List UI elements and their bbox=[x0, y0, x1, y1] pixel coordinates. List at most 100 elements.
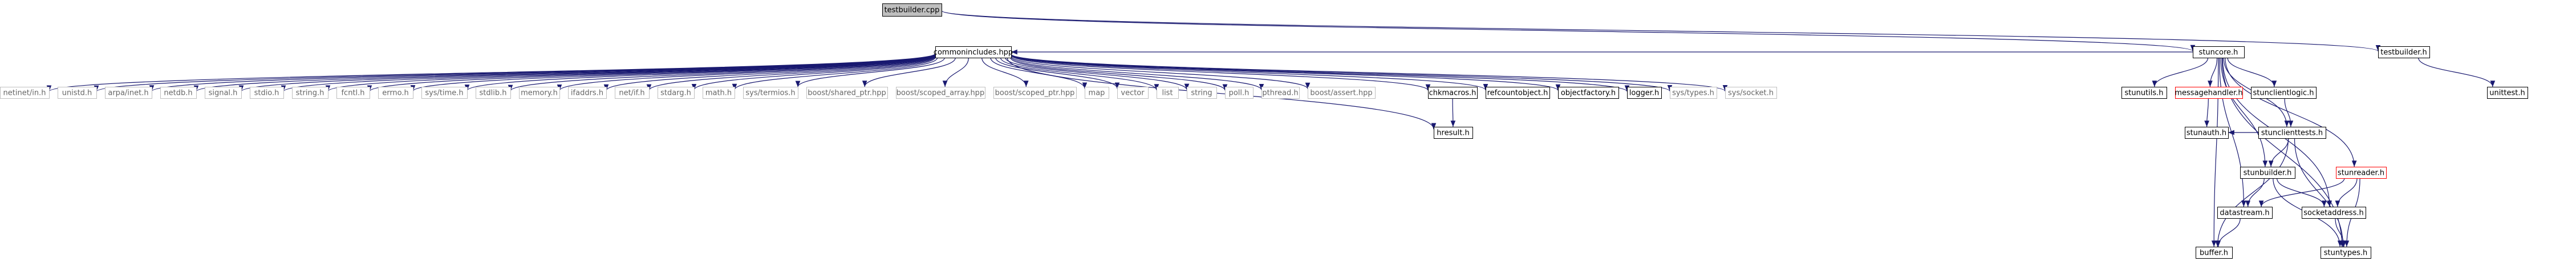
dependency-edges bbox=[47, 10, 2496, 247]
node-socketaddress-h[interactable]: socketaddress.h bbox=[2302, 207, 2366, 219]
node-label: math.h bbox=[705, 89, 732, 98]
node-box bbox=[1434, 127, 1473, 139]
node-label: objectfactory.h bbox=[1561, 89, 1616, 98]
node-label: stdio.h bbox=[254, 89, 279, 98]
edge-commonincludes_hpp-to-map bbox=[990, 57, 1088, 89]
node-commonincludes-hpp[interactable]: commonincludes.hpp bbox=[934, 46, 1013, 58]
edge-stuncore_h-to-stunutils_h bbox=[2152, 57, 2209, 87]
node-box bbox=[421, 87, 468, 99]
edge-stunclientlogic_h-to-stunclienttests_h bbox=[2284, 98, 2294, 127]
node-list: list bbox=[1157, 87, 1179, 99]
node-stunclienttests-h[interactable]: stunclienttests.h bbox=[2258, 127, 2326, 139]
edge-commonincludes_hpp-to-net_if_h bbox=[646, 56, 936, 91]
node-box bbox=[1157, 87, 1179, 99]
node-string: string bbox=[1187, 87, 1217, 99]
edge-commonincludes_hpp-to-stdio_h bbox=[281, 54, 936, 92]
node-sys-types-h: sys/types.h bbox=[1670, 87, 1717, 99]
node-box bbox=[2378, 46, 2430, 58]
node-label: poll.h bbox=[1229, 89, 1250, 98]
node-box bbox=[896, 87, 985, 99]
node-objectfactory-h[interactable]: objectfactory.h bbox=[1558, 87, 1619, 99]
node-pthread-h: pthread.h bbox=[1261, 87, 1300, 99]
node-box bbox=[882, 3, 942, 17]
node-stuntypes-h[interactable]: stuntypes.h bbox=[2321, 247, 2371, 259]
node-testbuilder-h[interactable]: testbuilder.h bbox=[2378, 46, 2430, 58]
node-string-h: string.h bbox=[292, 87, 328, 99]
node-arpa-inet-h: arpa/inet.h bbox=[105, 87, 152, 99]
node-box bbox=[1486, 87, 1550, 99]
node-boost-scoped-ptr: boost/scoped_ptr.hpp bbox=[993, 87, 1077, 99]
node-box bbox=[1225, 87, 1253, 99]
node-stdlib-h: stdlib.h bbox=[476, 87, 511, 99]
edge-commonincludes_hpp-to-refcountobject_h bbox=[1011, 54, 1488, 91]
edge-commonincludes_hpp-to-errno_h bbox=[410, 54, 936, 92]
node-label: stuncore.h bbox=[2199, 49, 2238, 57]
edge-commonincludes_hpp-to-list bbox=[1000, 57, 1159, 91]
node-stunreader-h[interactable]: stunreader.h bbox=[2336, 167, 2387, 179]
edge-stuncore_h-to-stunreader_h bbox=[2225, 57, 2357, 167]
node-box bbox=[2336, 167, 2387, 179]
node-label: netdb.h bbox=[164, 89, 192, 98]
node-sys-socket-h: sys/socket.h bbox=[1725, 87, 1777, 99]
node-unistd-h: unistd.h bbox=[58, 87, 97, 99]
edge-stuncore_h-to-messagehandler_h bbox=[2208, 57, 2218, 87]
node-label: chkmacros.h bbox=[1429, 89, 1476, 98]
node-label: socketaddress.h bbox=[2303, 209, 2363, 218]
edge-commonincludes_hpp-to-ifaddrs_h bbox=[603, 55, 936, 91]
edge-stunreader_h-to-socketaddress_h bbox=[2335, 178, 2358, 207]
edge-commonincludes_hpp-to-chkmacros_h bbox=[1011, 55, 1431, 91]
node-netdb-h: netdb.h bbox=[160, 87, 197, 99]
node-messagehandler-h[interactable]: messagehandler.h bbox=[2175, 87, 2243, 99]
node-stunclientlogic-h[interactable]: stunclientlogic.h bbox=[2251, 87, 2317, 99]
node-label: stunreader.h bbox=[2338, 169, 2384, 178]
node-buffer-h[interactable]: buffer.h bbox=[2196, 247, 2233, 259]
node-stunbuilder-h[interactable]: stunbuilder.h bbox=[2240, 167, 2295, 179]
node-map: map bbox=[1085, 87, 1109, 99]
node-sys-termios-h: sys/termios.h bbox=[743, 87, 798, 99]
node-hresult-h[interactable]: hresult.h bbox=[1434, 127, 1473, 139]
edge-commonincludes_hpp-to-string bbox=[1005, 57, 1190, 90]
node-box bbox=[993, 87, 1077, 99]
node-box bbox=[58, 87, 97, 99]
node-ifaddrs-h: ifaddrs.h bbox=[568, 87, 607, 99]
node-logger-h[interactable]: logger.h bbox=[1627, 87, 1662, 99]
edge-commonincludes_hpp-to-boost_scoped_array bbox=[942, 57, 969, 87]
node-label: stunauth.h bbox=[2186, 129, 2226, 138]
node-stunauth-h[interactable]: stunauth.h bbox=[2185, 127, 2229, 139]
node-box bbox=[0, 87, 50, 99]
node-box bbox=[1308, 87, 1376, 99]
edge-commonincludes_hpp-to-boost_scoped_ptr bbox=[981, 57, 1029, 87]
node-label: stuntypes.h bbox=[2324, 249, 2368, 258]
node-label: net/if.h bbox=[619, 89, 644, 98]
node-box bbox=[703, 87, 735, 99]
node-box bbox=[1428, 87, 1478, 99]
node-label: boost/scoped_array.hpp bbox=[896, 89, 984, 98]
node-label: sys/time.h bbox=[425, 89, 463, 98]
node-label: sys/termios.h bbox=[745, 89, 795, 98]
edge-commonincludes_hpp-to-netinet_in_h bbox=[47, 53, 936, 92]
node-boost-shared-ptr: boost/shared_ptr.hpp bbox=[806, 87, 888, 99]
edge-commonincludes_hpp-to-objectfactory_h bbox=[1011, 54, 1560, 91]
node-label: refcountobject.h bbox=[1487, 89, 1548, 98]
node-box bbox=[2175, 87, 2243, 99]
node-refcountobject-h[interactable]: refcountobject.h bbox=[1486, 87, 1550, 99]
node-box bbox=[935, 46, 1012, 58]
node-testbuilder-cpp[interactable]: testbuilder.cpp bbox=[882, 3, 942, 17]
node-box bbox=[2121, 87, 2167, 99]
node-box bbox=[1725, 87, 1777, 99]
node-label: stunclienttests.h bbox=[2261, 129, 2323, 138]
node-stuncore-h[interactable]: stuncore.h bbox=[2193, 46, 2245, 58]
node-chkmacros-h[interactable]: chkmacros.h bbox=[1428, 87, 1478, 99]
node-datastream-h[interactable]: datastream.h bbox=[2217, 207, 2273, 219]
edge-socketaddress_h-to-stuntypes_h bbox=[2335, 218, 2347, 247]
edge-testbuilder_h-to-unittest_h bbox=[2418, 57, 2496, 87]
node-box bbox=[1558, 87, 1619, 99]
node-box bbox=[105, 87, 152, 99]
edge-commonincludes_hpp-to-sys_termios_h bbox=[795, 57, 945, 87]
node-stunutils-h[interactable]: stunutils.h bbox=[2121, 87, 2167, 99]
node-unittest-h[interactable]: unittest.h bbox=[2487, 87, 2528, 99]
node-box bbox=[2217, 207, 2273, 219]
edge-commonincludes_hpp-to-sys_time_h bbox=[464, 54, 936, 91]
node-box bbox=[2193, 46, 2245, 58]
